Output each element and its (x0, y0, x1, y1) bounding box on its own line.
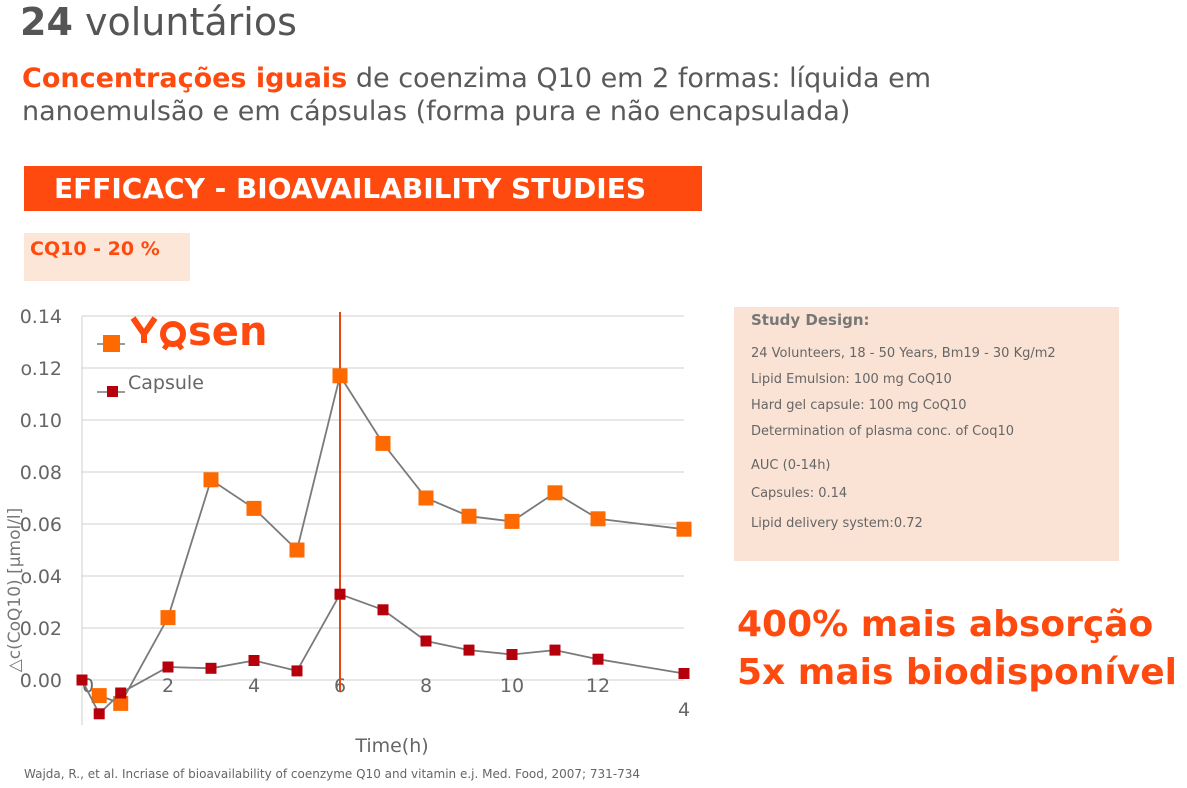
headline: 24 voluntários (20, 0, 297, 44)
y-tick-labels: 0.00 0.02 o.04 0.06 0.08 0.10 o.12 0.14 (20, 306, 62, 692)
headline-text: voluntários (84, 0, 297, 44)
y-tick-label: 0.10 (20, 410, 62, 432)
study-design-line: Lipid Emulsion: 100 mg CoQ10 (751, 372, 952, 387)
legend-label-capsule: Capsule (128, 372, 204, 394)
claim-absorption: 400% mais absorção (737, 604, 1154, 645)
x-tick-label: 4 (678, 699, 690, 721)
data-point-capsule (291, 665, 303, 677)
data-point-capsule (592, 653, 604, 665)
citation: Wajda, R., et al. Incriase of bioavailab… (24, 767, 641, 781)
data-point-yosen (504, 513, 520, 529)
x-tick-label: 4 (248, 675, 260, 697)
data-point-yosen (289, 542, 305, 558)
x-tick-label: 10 (500, 675, 524, 697)
x-axis-label: Time(h) (354, 735, 428, 757)
data-point-capsule (334, 588, 346, 600)
x-tick-labels: 0246810124 (82, 675, 690, 721)
y-tick-label: o.04 (20, 566, 62, 588)
data-point-capsule (162, 661, 174, 673)
study-design-panel: Study Design: 24 Volunteers, 18 - 50 Yea… (734, 307, 1119, 561)
concentration-badge: CQ10 - 20 % (24, 233, 190, 281)
data-point-capsule (76, 674, 88, 686)
data-point-yosen (332, 368, 348, 384)
auc-title: AUC (0-14h) (751, 458, 831, 473)
data-point-capsule (463, 644, 475, 656)
data-point-yosen (113, 695, 129, 711)
data-point-yosen (547, 485, 563, 501)
study-design-line: 24 Volunteers, 18 - 50 Years, Bm19 - 30 … (751, 346, 1056, 361)
yosen-logo-text: sen (188, 309, 267, 355)
legend-marker-capsule (107, 386, 118, 397)
chart-legend: sen Capsule (97, 309, 267, 397)
yosen-logo: sen (130, 309, 267, 355)
data-point-capsule (420, 635, 432, 647)
data-point-yosen (160, 610, 176, 626)
data-point-capsule (549, 644, 561, 656)
data-point-yosen (676, 521, 692, 537)
y-tick-label: 0.00 (20, 670, 62, 692)
data-point-capsule (93, 708, 105, 720)
subtitle-highlight: Concentrações iguais (22, 63, 348, 94)
data-point-capsule (205, 662, 217, 674)
legend-marker-yosen (103, 335, 120, 352)
y-axis-label: △c(CoQ10) [μmol/l] (5, 508, 25, 673)
study-design-line: Determination of plasma conc. of Coq10 (751, 424, 1015, 439)
data-point-capsule (506, 649, 518, 661)
chart-grid (81, 315, 684, 725)
data-point-yosen (590, 511, 606, 527)
study-design-title: Study Design: (751, 311, 870, 329)
chart-series (76, 368, 692, 720)
auc-lipid: Lipid delivery system:0.72 (751, 516, 923, 531)
data-point-yosen (203, 472, 219, 488)
data-point-yosen (91, 688, 107, 704)
data-point-yosen (375, 435, 391, 451)
data-point-capsule (115, 687, 127, 699)
y-tick-label: 0.02 (20, 618, 62, 640)
y-tick-label: 0.06 (20, 514, 62, 536)
x-tick-label: 2 (162, 675, 174, 697)
auc-capsules: Capsules: 0.14 (751, 486, 848, 501)
data-point-yosen (418, 490, 434, 506)
study-design-line: Hard gel capsule: 100 mg CoQ10 (751, 398, 967, 413)
x-tick-label: 8 (420, 675, 432, 697)
bioavailability-chart: 0.000.02o.040.060.080.10o.120.14 0246810… (5, 306, 692, 757)
data-point-yosen (461, 508, 477, 524)
efficacy-banner: EFFICACY - BIOAVAILABILITY STUDIES (24, 166, 702, 211)
y-tick-label: 0.08 (20, 462, 62, 484)
y-tick-label: o.12 (20, 358, 62, 380)
x-tick-label: 12 (586, 675, 610, 697)
claim-bioavailability: 5x mais biodisponível (737, 652, 1177, 693)
y-tick-label: 0.14 (20, 306, 62, 328)
headline-number: 24 (20, 0, 73, 44)
subtitle: Concentrações iguais de coenzima Q10 em … (22, 62, 1012, 128)
subtitle-rest: de coenzima Q10 em 2 formas: líquida em … (22, 63, 932, 127)
data-point-capsule (377, 604, 389, 616)
data-point-yosen (246, 500, 262, 516)
data-point-capsule (678, 668, 690, 679)
data-point-capsule (248, 655, 260, 666)
